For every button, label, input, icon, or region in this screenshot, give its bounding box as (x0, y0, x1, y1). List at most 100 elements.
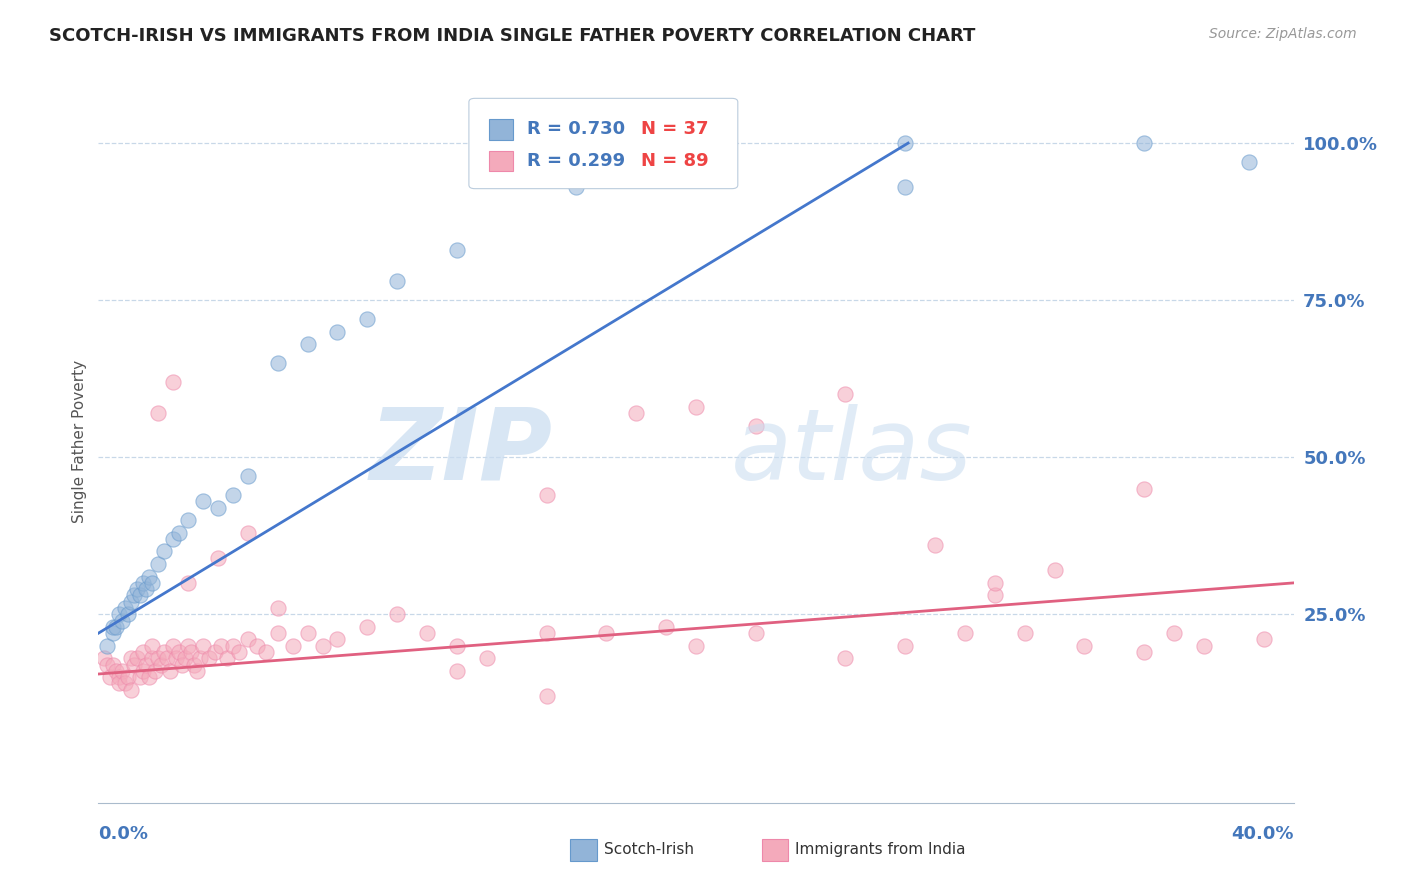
Point (117, 607, 139, 622)
Point (124, 589, 146, 603)
Point (236, 632, 259, 647)
Point (132, 645, 155, 659)
Point (98, 670, 122, 684)
Point (117, 670, 139, 684)
Point (984, 589, 1007, 603)
Point (1133, 136, 1156, 150)
Point (127, 582, 149, 597)
Point (191, 639, 214, 653)
Point (105, 620, 128, 634)
Point (120, 651, 142, 665)
Point (135, 657, 157, 672)
Point (894, 639, 917, 653)
Point (215, 651, 238, 665)
Point (1237, 155, 1260, 169)
Point (246, 639, 269, 653)
Point (180, 645, 202, 659)
FancyBboxPatch shape (571, 838, 596, 861)
Point (111, 614, 134, 628)
Point (1163, 626, 1185, 640)
Point (222, 639, 245, 653)
FancyBboxPatch shape (489, 120, 513, 139)
Point (138, 569, 160, 583)
Point (1253, 632, 1275, 647)
Point (103, 626, 125, 640)
Point (114, 676, 136, 690)
Point (141, 639, 163, 653)
Point (446, 243, 468, 257)
FancyBboxPatch shape (489, 151, 513, 171)
Point (111, 664, 134, 678)
Point (745, 626, 768, 640)
Text: 0.0%: 0.0% (98, 825, 149, 843)
Text: Scotch-Irish: Scotch-Irish (605, 842, 695, 857)
Point (446, 639, 468, 653)
Point (356, 312, 378, 326)
Point (150, 657, 173, 672)
Point (186, 664, 208, 678)
Point (834, 387, 856, 401)
Point (209, 639, 232, 653)
Point (93, 651, 115, 665)
Point (177, 513, 200, 527)
Point (96, 639, 118, 653)
FancyBboxPatch shape (762, 838, 787, 861)
Point (326, 632, 349, 647)
Point (167, 525, 190, 540)
Point (198, 651, 221, 665)
FancyBboxPatch shape (470, 98, 738, 189)
Point (177, 639, 200, 653)
Point (108, 676, 131, 690)
Point (416, 626, 439, 640)
Point (159, 664, 181, 678)
Point (127, 651, 149, 665)
Point (446, 664, 468, 678)
Point (267, 601, 290, 615)
Point (188, 651, 211, 665)
Point (162, 375, 184, 389)
Point (297, 337, 319, 351)
Point (153, 645, 176, 659)
Point (141, 651, 163, 665)
Text: R = 0.730: R = 0.730 (527, 120, 626, 138)
Point (141, 575, 163, 590)
Point (685, 639, 707, 653)
Point (1133, 482, 1156, 496)
Point (135, 582, 157, 597)
Point (129, 670, 152, 684)
Text: N = 89: N = 89 (641, 153, 709, 170)
Text: Immigrants from India: Immigrants from India (796, 842, 966, 857)
Point (685, 400, 707, 414)
Point (183, 657, 205, 672)
Point (536, 689, 558, 703)
Point (207, 500, 229, 515)
Point (595, 626, 617, 640)
Point (356, 620, 378, 634)
Point (228, 645, 250, 659)
Point (222, 488, 245, 502)
Point (108, 670, 131, 684)
Point (536, 626, 558, 640)
Point (745, 418, 768, 433)
Point (236, 469, 259, 483)
Point (162, 639, 184, 653)
Point (475, 651, 498, 665)
Point (894, 136, 917, 150)
Point (326, 325, 349, 339)
Point (120, 682, 142, 697)
Point (103, 620, 125, 634)
Point (191, 494, 214, 508)
Point (165, 651, 187, 665)
Point (267, 626, 290, 640)
Point (655, 620, 678, 634)
Point (105, 664, 128, 678)
Point (162, 532, 184, 546)
Point (167, 645, 190, 659)
Point (685, 168, 707, 182)
Point (207, 550, 229, 565)
Text: SCOTCH-IRISH VS IMMIGRANTS FROM INDIA SINGLE FATHER POVERTY CORRELATION CHART: SCOTCH-IRISH VS IMMIGRANTS FROM INDIA SI… (49, 27, 976, 45)
Text: N = 37: N = 37 (641, 120, 709, 138)
Point (148, 557, 170, 571)
Point (311, 639, 333, 653)
Point (153, 544, 176, 558)
